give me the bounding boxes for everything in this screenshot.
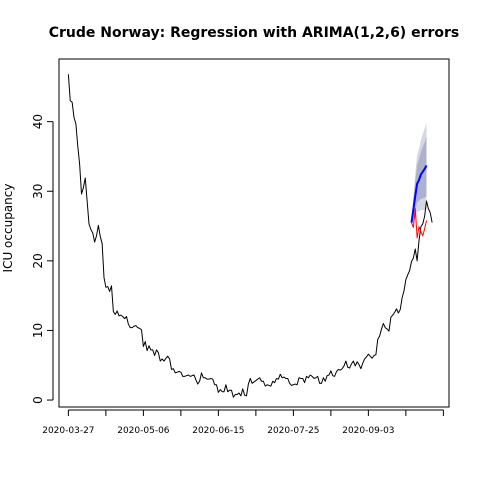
actual-series-line — [411, 208, 427, 239]
plot-box — [58, 58, 450, 408]
y-axis: 0 10 20 30 40 — [31, 114, 54, 404]
x-tick-label: 2020-07-25 — [267, 426, 319, 436]
series-lines — [67, 74, 433, 398]
x-tick-label: 2020-06-15 — [192, 426, 244, 436]
chart-title: Crude Norway: Regression with ARIMA(1,2,… — [49, 25, 460, 41]
y-tick-label: 0 — [31, 396, 45, 404]
forecast-mean-line — [410, 165, 428, 223]
x-tick-label: 2020-03-27 — [42, 426, 94, 436]
y-tick-label: 20 — [31, 253, 45, 268]
y-tick-label: 40 — [31, 114, 45, 129]
x-axis: 2020-03-27 2020-05-06 2020-06-15 2020-07-25… — [42, 409, 444, 436]
x-tick-label: 2020-05-06 — [117, 426, 170, 436]
y-tick-label: 10 — [31, 323, 45, 338]
y-axis-label: ICU occupancy — [1, 184, 15, 273]
y-tick-label: 30 — [31, 184, 45, 199]
observed-series-line — [67, 74, 433, 398]
x-tick-label: 2020-09-03 — [342, 426, 394, 436]
